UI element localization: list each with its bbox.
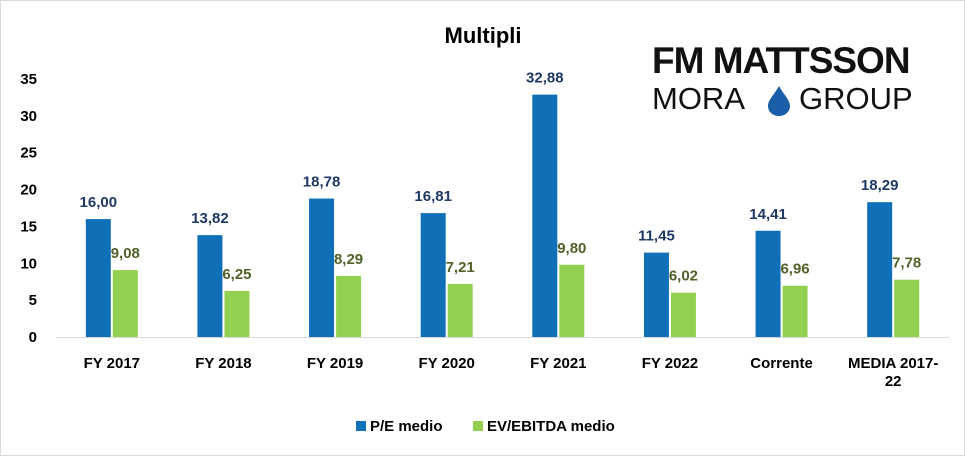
legend-label: P/E medio — [370, 418, 443, 435]
x-category-label: FY 2018 — [195, 355, 251, 372]
logo-line-2-right: GROUP — [799, 81, 913, 116]
data-label: 7,78 — [892, 255, 921, 272]
x-axis: FY 2017 FY 2018 FY 2019 FY 2020 FY 2021 FY 20… — [84, 355, 939, 390]
bar-ev-ebitda — [559, 264, 585, 337]
data-label: 32,88 — [526, 70, 564, 87]
data-label: 16,00 — [80, 194, 118, 211]
bar-pe — [755, 230, 781, 337]
y-tick-label: 25 — [20, 145, 37, 162]
x-category-label: FY 2022 — [642, 355, 698, 372]
data-label: 16,81 — [414, 188, 452, 205]
data-label: 13,82 — [191, 210, 229, 227]
data-label: 6,25 — [222, 266, 251, 283]
water-drop-icon — [768, 86, 790, 116]
legend-label: EV/EBITDA medio — [487, 418, 615, 435]
y-tick-label: 15 — [20, 218, 37, 235]
bar-ev-ebitda — [894, 279, 920, 337]
x-category-label: MEDIA 2017-22 — [848, 355, 938, 390]
bar-pe — [309, 198, 335, 337]
data-label: 7,21 — [446, 259, 475, 276]
x-category-label: FY 2017 — [84, 355, 140, 372]
y-tick-label: 10 — [20, 255, 37, 272]
data-label: 9,08 — [111, 245, 140, 262]
y-tick-label: 20 — [20, 182, 37, 199]
x-category-label: FY 2019 — [307, 355, 363, 372]
legend: P/E medio EV/EBITDA medio — [356, 418, 615, 435]
bar-ev-ebitda — [670, 292, 696, 337]
legend-swatch — [356, 421, 366, 431]
y-tick-label: 35 — [20, 71, 37, 88]
bar-pe — [643, 252, 669, 337]
data-label: 9,80 — [557, 240, 586, 257]
bar-ev-ebitda — [447, 283, 473, 337]
data-label: 14,41 — [749, 206, 787, 223]
data-label: 6,02 — [669, 268, 698, 285]
logo-line-2-left: MORA — [652, 81, 745, 116]
bar-pe — [85, 219, 111, 337]
bar-pe — [532, 94, 558, 337]
bar-pe — [867, 202, 893, 337]
data-labels-group: 16,00 13,82 18,78 16,81 32,88 11,45 14,41 18,29… — [80, 70, 922, 285]
x-category-label: FY 2020 — [418, 355, 474, 372]
data-label: 18,29 — [861, 177, 899, 194]
x-category-label: Corrente — [750, 355, 813, 372]
x-category-label: FY 2021 — [530, 355, 586, 372]
bar-ev-ebitda — [782, 285, 808, 337]
data-label: 8,29 — [334, 251, 363, 268]
bars-group — [85, 94, 920, 337]
y-axis: 0 5 10 15 20 25 30 35 — [20, 71, 37, 346]
bar-pe — [420, 213, 446, 337]
legend-swatch — [473, 421, 483, 431]
bar-ev-ebitda — [112, 270, 138, 337]
data-label: 6,96 — [780, 261, 809, 278]
logo-line-1: FM MATTSSON — [652, 40, 910, 81]
data-label: 18,78 — [303, 174, 341, 191]
bar-pe — [197, 235, 223, 337]
data-label: 11,45 — [638, 228, 675, 245]
bar-ev-ebitda — [224, 290, 250, 337]
y-tick-label: 30 — [20, 108, 37, 125]
bar-ev-ebitda — [336, 275, 362, 337]
y-tick-label: 5 — [29, 292, 37, 309]
y-tick-label: 0 — [29, 329, 37, 346]
chart-title: Multipli — [445, 23, 522, 48]
company-logo: FM MATTSSON MORA GROUP — [652, 40, 913, 116]
